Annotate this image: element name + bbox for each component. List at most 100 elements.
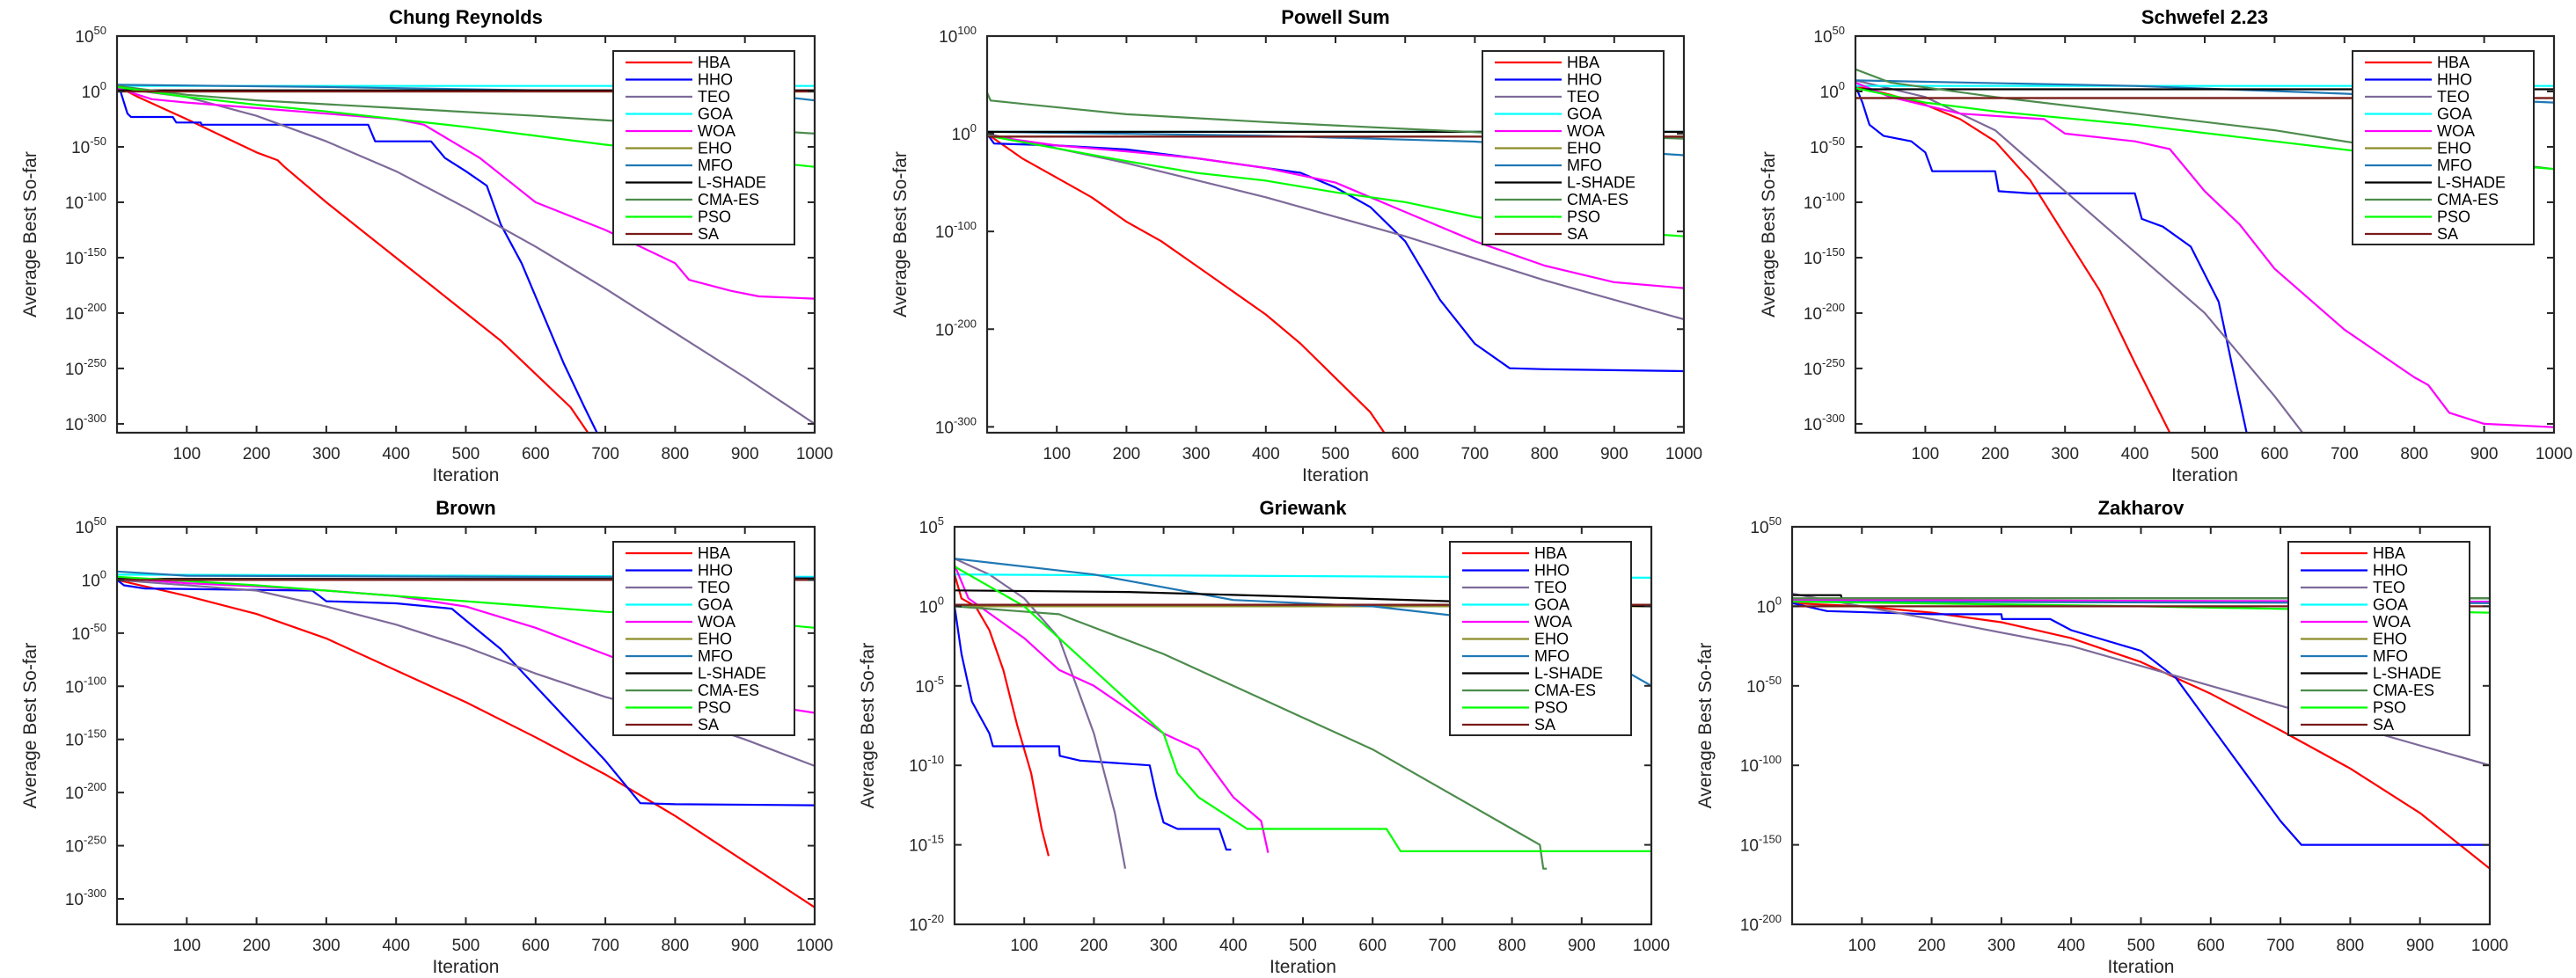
- x-tick-label: 200: [243, 445, 271, 463]
- legend-label: GOA: [2437, 106, 2472, 123]
- legend-label: CMA-ES: [1567, 191, 1628, 208]
- x-tick-label: 100: [172, 445, 201, 463]
- legend-label: MFO: [698, 647, 733, 665]
- legend-label: L-SHADE: [698, 665, 766, 682]
- chart-title: Zakharov: [2098, 497, 2185, 519]
- y-tick-label: 1050: [75, 515, 106, 537]
- series-line-teo: [987, 133, 1684, 321]
- legend-label: GOA: [1567, 106, 1602, 123]
- y-tick-label: 10-300: [65, 412, 106, 434]
- legend-label: CMA-ES: [698, 191, 759, 208]
- legend-label: HHO: [2437, 71, 2472, 89]
- x-tick-label: 100: [1010, 937, 1038, 955]
- y-tick-label: 10-200: [935, 317, 977, 339]
- x-tick-label: 200: [1918, 937, 1946, 955]
- series-group: [955, 558, 1651, 870]
- x-tick-label: 500: [2127, 937, 2155, 955]
- legend-label: MFO: [698, 157, 733, 174]
- legend-label: HHO: [698, 71, 733, 89]
- x-tick-label: 900: [1568, 937, 1596, 955]
- legend-label: WOA: [698, 613, 735, 631]
- x-axis-label: Iteration: [1302, 465, 1369, 485]
- series-line-hho: [117, 579, 815, 806]
- legend-label: SA: [1534, 716, 1555, 734]
- y-tick-label: 10-100: [65, 674, 106, 697]
- y-tick-label: 10-50: [1746, 674, 1782, 697]
- y-tick-label: 10-300: [65, 887, 106, 909]
- y-tick-label: 10-200: [1740, 912, 1782, 935]
- series-line-cma-es: [955, 605, 1548, 870]
- y-tick-label: 10-10: [909, 753, 944, 776]
- x-tick-label: 300: [1182, 445, 1211, 463]
- legend-label: EHO: [1534, 631, 1569, 648]
- series-line-hba: [987, 133, 1386, 433]
- legend-label: HHO: [2373, 562, 2408, 580]
- legend-label: WOA: [1567, 122, 1605, 140]
- x-tick-label: 200: [243, 937, 271, 955]
- legend-label: GOA: [2373, 596, 2408, 614]
- legend-label: SA: [698, 225, 719, 243]
- legend-label: GOA: [698, 596, 733, 614]
- x-tick-label: 100: [1848, 937, 1876, 955]
- x-tick-label: 800: [2400, 445, 2428, 463]
- legend-label: TEO: [1534, 579, 1567, 596]
- x-tick-label: 200: [1080, 937, 1109, 955]
- x-tick-label: 800: [1498, 937, 1526, 955]
- chart-panel: 100 200 300 400 500 600 700 800 900 1000 10100 100 1…: [890, 6, 1702, 485]
- legend-label: CMA-ES: [698, 682, 759, 699]
- series-line-hba: [117, 579, 815, 909]
- legend-label: PSO: [2373, 699, 2406, 717]
- y-tick-label: 10-100: [65, 190, 106, 213]
- legend-label: SA: [698, 716, 719, 734]
- legend-label: HHO: [698, 562, 733, 580]
- series-line-teo: [117, 87, 815, 425]
- x-tick-label: 1000: [796, 937, 833, 955]
- legend-label: EHO: [2437, 140, 2471, 157]
- series-group: [987, 91, 1684, 433]
- series-line-hba: [955, 573, 1050, 857]
- legend-label: PSO: [698, 699, 731, 717]
- y-tick-label: 10-100: [935, 219, 977, 242]
- x-tick-label: 300: [2051, 445, 2079, 463]
- y-tick-label: 10-50: [71, 621, 106, 644]
- y-tick-label: 10-200: [1804, 301, 1845, 324]
- y-tick-label: 10-100: [1804, 190, 1845, 213]
- x-tick-label: 600: [522, 937, 550, 955]
- legend-label: HBA: [2437, 54, 2470, 71]
- x-axis-label: Iteration: [1270, 957, 1336, 977]
- legend-label: PSO: [1534, 699, 1568, 717]
- x-tick-label: 900: [1600, 445, 1628, 463]
- legend-label: EHO: [2373, 631, 2407, 648]
- series-line-hho: [955, 606, 1232, 851]
- x-tick-label: 400: [1219, 937, 1248, 955]
- legend-label: WOA: [1534, 613, 1572, 631]
- legend-label: HHO: [1567, 71, 1602, 89]
- y-tick-label: 10-150: [65, 245, 106, 268]
- x-tick-label: 900: [2470, 445, 2499, 463]
- x-tick-label: 700: [1461, 445, 1489, 463]
- series-line-hba: [117, 84, 589, 433]
- series-line-mfo: [117, 570, 815, 580]
- legend-label: TEO: [2437, 88, 2470, 106]
- series-line-hho: [1855, 85, 2248, 433]
- legend-label: PSO: [2437, 208, 2470, 226]
- x-tick-label: 500: [1321, 445, 1350, 463]
- x-tick-label: 1000: [2536, 445, 2572, 463]
- y-axis-label: Average Best So-far: [20, 151, 40, 317]
- y-tick-label: 105: [919, 515, 944, 537]
- legend-label: MFO: [1534, 647, 1570, 665]
- legend-label: L-SHADE: [2373, 665, 2441, 682]
- y-tick-label: 10-15: [909, 833, 944, 856]
- x-tick-label: 800: [662, 445, 690, 463]
- legend-label: HBA: [1567, 54, 1599, 71]
- legend-label: WOA: [2437, 122, 2475, 140]
- y-tick-label: 10-250: [65, 356, 106, 379]
- y-tick-label: 10-300: [1804, 412, 1845, 434]
- x-tick-label: 700: [1429, 937, 1457, 955]
- x-tick-label: 600: [2197, 937, 2225, 955]
